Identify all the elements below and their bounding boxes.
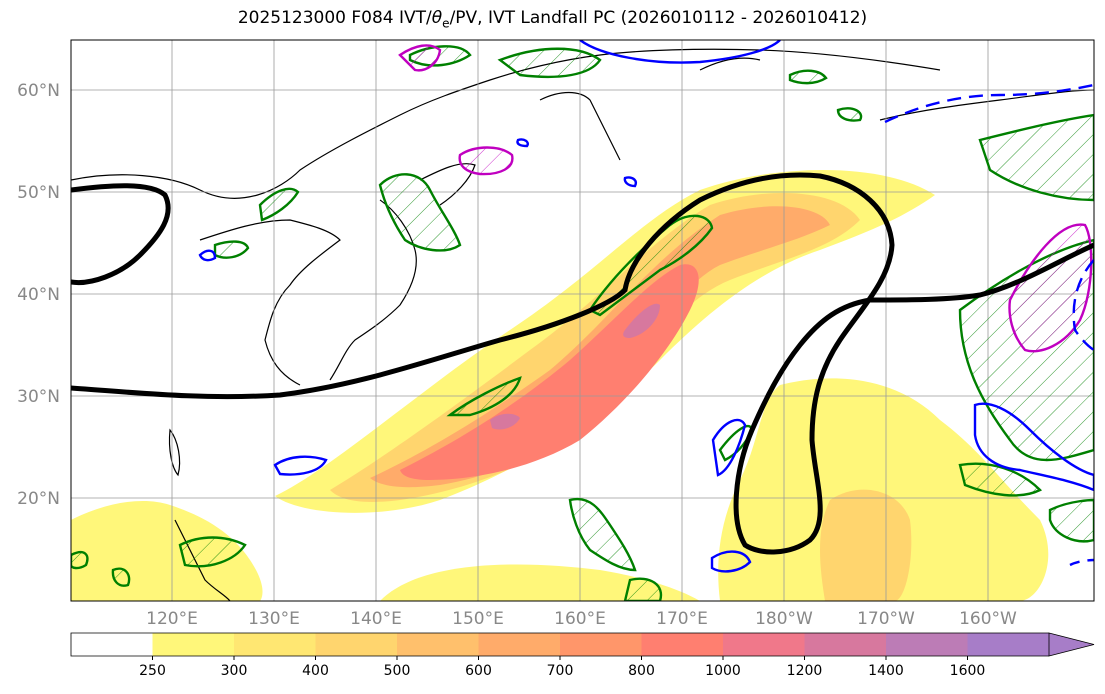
colorbar-tick-label: 800: [628, 663, 655, 679]
gridlines: [71, 40, 1094, 601]
colorbar-tick-label: 1200: [787, 663, 823, 679]
colorbar-tick-label: 1000: [705, 663, 741, 679]
ivt-south-400: [820, 489, 912, 601]
lon-label: 120°E: [146, 609, 198, 629]
colorbar-segment: [804, 633, 887, 656]
theta-blue-contours: [198, 40, 1094, 573]
colorbar-segment: [71, 633, 153, 656]
colorbar-tick-label: 600: [465, 663, 492, 679]
colorbar-tick-label: 400: [302, 663, 329, 679]
colorbar-segment: [886, 633, 968, 656]
colorbar-segment: [967, 633, 1050, 656]
colorbar-tick-label: 700: [547, 663, 574, 679]
colorbar-extend-arrow: [1048, 632, 1095, 657]
lat-label: 40°N: [17, 285, 60, 305]
colorbar-tick-label: 300: [221, 663, 248, 679]
lon-labels: 120°E 130°E 140°E 150°E 160°E 170°E 180°…: [146, 609, 1017, 629]
colorbar-tick-label: 1600: [950, 663, 986, 679]
map-frame: [70, 39, 1095, 602]
ivt-sw2-250: [380, 564, 700, 601]
colorbar-segment: [478, 633, 561, 656]
colorbar-tick-label: 1400: [868, 663, 904, 679]
lon-label: 140°E: [350, 609, 402, 629]
lat-label: 60°N: [17, 81, 60, 101]
colorbar-tick-label: 250: [139, 663, 166, 679]
colorbar-segment: [723, 633, 805, 656]
lat-labels: 60°N 50°N 40°N 30°N 20°N: [17, 81, 60, 509]
lat-label: 30°N: [17, 387, 60, 407]
lon-label: 160°E: [554, 609, 606, 629]
lon-label: 130°E: [248, 609, 300, 629]
map-title: 2025123000 F084 IVT/θe/PV, IVT Landfall …: [237, 8, 868, 31]
lon-label: 160°W: [959, 609, 1017, 629]
colorbar-segment: [641, 633, 724, 656]
colorbar-segment: [152, 633, 235, 656]
lat-label: 20°N: [17, 489, 60, 509]
colorbar: 250 300 400 500 600 700 800 1000 1200 1400 1600: [70, 632, 1095, 679]
colorbar-segment: [315, 633, 398, 656]
colorbar-tick-label: 500: [384, 663, 411, 679]
ivt-jet-1000b: [490, 413, 520, 430]
lat-label: 50°N: [17, 183, 60, 203]
lon-label: 170°W: [857, 609, 915, 629]
colorbar-segment: [560, 633, 642, 656]
colorbar-segment: [397, 633, 479, 656]
lon-label: 170°E: [656, 609, 708, 629]
ivt-jet-800: [400, 264, 699, 480]
lon-label: 150°E: [452, 609, 504, 629]
black-contour: [71, 172, 1094, 555]
colorbar-segment: [234, 633, 316, 656]
ivt-jet-1000: [623, 303, 660, 338]
lon-label: 180°W: [755, 609, 813, 629]
